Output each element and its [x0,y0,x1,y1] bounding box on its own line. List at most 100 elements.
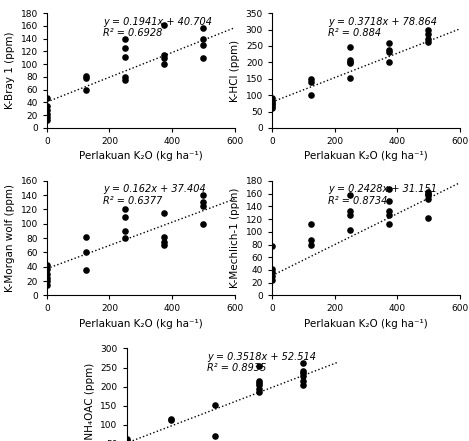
Point [386,40,393,47]
Point [347,211,354,218]
Point [160,21,168,28]
Point [43,113,51,120]
Point [160,54,168,61]
Point [268,104,276,111]
Point [82,249,90,256]
Point [123,440,130,441]
Point [43,94,51,101]
Y-axis label: K-Morgan wolf (ppm): K-Morgan wolf (ppm) [5,184,15,292]
Point [299,381,306,388]
X-axis label: Perlakuan K₂O (kg ha⁻¹): Perlakuan K₂O (kg ha⁻¹) [79,319,203,329]
Point [121,228,129,235]
Point [299,367,306,374]
Point [43,274,51,281]
Point [347,58,354,65]
Point [82,86,90,93]
Point [299,372,306,379]
Text: y = 0.3518x + 52.514
R² = 0.8935: y = 0.3518x + 52.514 R² = 0.8935 [207,352,316,374]
Point [424,192,432,199]
Point [43,107,51,114]
Point [123,438,130,441]
Point [121,73,129,80]
Y-axis label: K-Bray 1 (ppm): K-Bray 1 (ppm) [5,32,15,109]
Point [268,100,276,107]
Point [255,381,262,388]
Point [43,102,51,109]
Point [424,30,432,37]
Point [268,94,276,101]
Point [121,206,129,213]
Point [199,199,207,206]
Text: y = 0.2428x + 31.151
R² = 0.8734: y = 0.2428x + 31.151 R² = 0.8734 [328,184,437,206]
Point [347,227,354,234]
Point [307,76,315,83]
Point [268,269,276,276]
Point [199,220,207,228]
Point [199,54,207,61]
Point [347,192,354,199]
Point [255,377,262,385]
Point [160,209,168,217]
X-axis label: Perlakuan K₂O (kg ha⁻¹): Perlakuan K₂O (kg ha⁻¹) [304,151,428,161]
Point [299,359,306,366]
Point [82,72,90,79]
Point [160,51,168,58]
Point [43,262,51,269]
Point [255,389,262,396]
Point [121,77,129,84]
Point [211,401,218,408]
Point [307,92,315,99]
Point [121,235,129,242]
Point [268,265,276,272]
Point [386,49,393,56]
Point [386,47,393,54]
Point [121,45,129,52]
Y-axis label: K-HCl (ppm): K-HCl (ppm) [230,40,240,101]
Point [199,41,207,49]
Text: y = 0.162x + 37.404
R² = 0.6377: y = 0.162x + 37.404 R² = 0.6377 [103,184,206,206]
Point [199,24,207,31]
Point [424,189,432,196]
Point [43,281,51,288]
Point [160,238,168,245]
Point [268,97,276,105]
Point [255,362,262,369]
Point [199,35,207,42]
Point [347,56,354,64]
Point [386,198,393,205]
Point [307,78,315,86]
Point [424,27,432,34]
Point [82,233,90,240]
Point [347,75,354,82]
Point [386,211,393,218]
Point [255,385,262,392]
Text: y = 0.1941x + 40.704
R² = 0.6928: y = 0.1941x + 40.704 R² = 0.6928 [103,17,212,38]
Point [123,436,130,441]
Point [43,110,51,117]
Point [307,220,315,228]
X-axis label: Perlakuan K₂O (kg ha⁻¹): Perlakuan K₂O (kg ha⁻¹) [304,319,428,329]
Point [160,242,168,249]
Point [299,370,306,377]
Point [307,236,315,243]
Point [43,278,51,285]
Point [43,270,51,277]
Point [121,53,129,60]
Point [268,102,276,109]
Point [82,75,90,82]
Point [424,214,432,221]
Point [386,186,393,193]
Point [299,377,306,385]
Y-axis label: K-NH₄OAC (ppm): K-NH₄OAC (ppm) [85,363,95,441]
Point [386,58,393,65]
Point [167,415,174,422]
Point [386,207,393,214]
Point [43,117,51,124]
Point [167,417,174,424]
X-axis label: Perlakuan K₂O (kg ha⁻¹): Perlakuan K₂O (kg ha⁻¹) [79,151,203,161]
Point [424,190,432,197]
Text: y = 0.3718x + 78.864
R² = 0.884: y = 0.3718x + 78.864 R² = 0.884 [328,17,437,38]
Point [43,265,51,273]
Point [424,35,432,42]
Point [347,44,354,51]
